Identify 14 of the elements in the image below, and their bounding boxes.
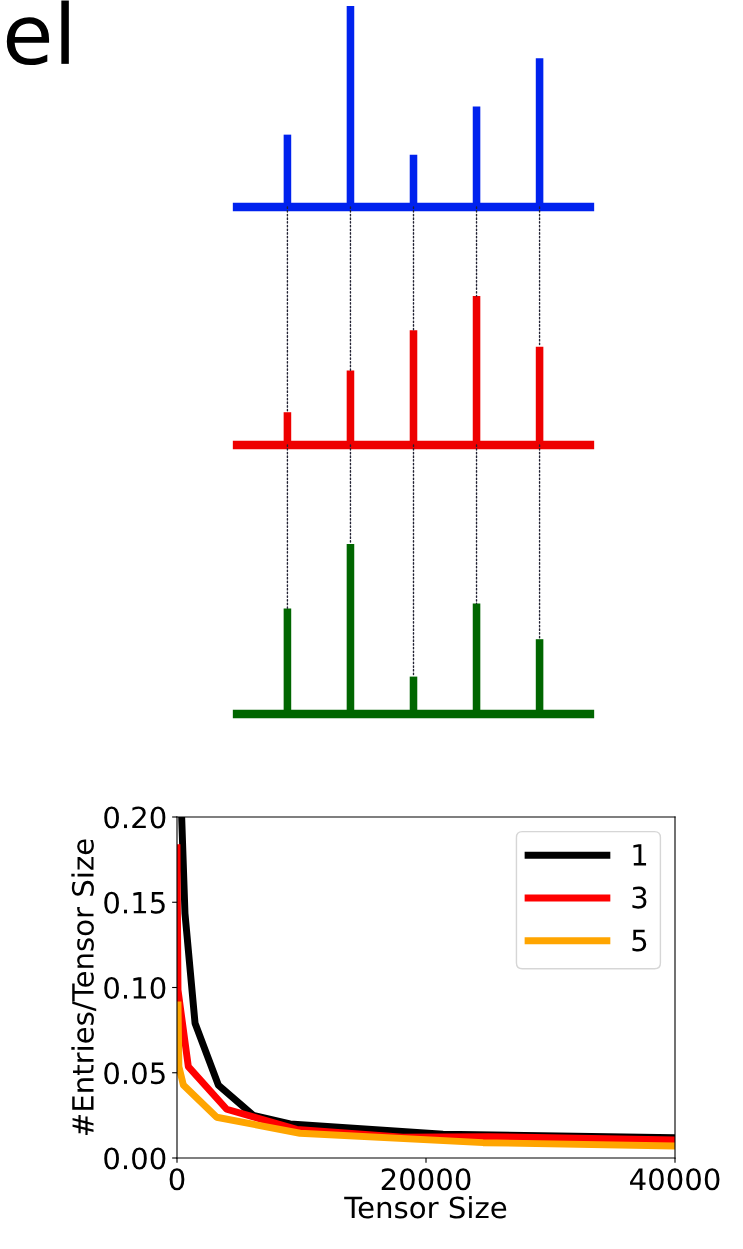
y-tick-label: 0.00 [104, 1147, 166, 1170]
y-tick-label: 0.15 [104, 891, 165, 914]
y-tick-label: 0.10 [104, 976, 166, 999]
x-tick-label: 40000 [630, 1168, 720, 1191]
x-tick-label: 20000 [381, 1168, 471, 1191]
legend-label: 3 [632, 886, 647, 909]
y-tick-label: 0.05 [104, 1062, 165, 1085]
y-tick-label: 0.20 [104, 806, 166, 829]
legend-label: 5 [632, 929, 647, 952]
legend-label: 1 [633, 844, 647, 866]
text: el [6, 0, 69, 66]
x-axis-title: Tensor Size [344, 1195, 507, 1219]
y-axis-title: #Entries/Tensor Size [71, 839, 97, 1135]
x-tick-label: 0 [169, 1168, 185, 1191]
